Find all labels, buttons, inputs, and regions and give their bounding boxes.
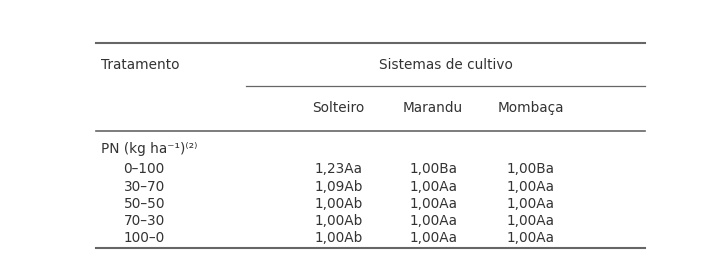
Text: 1,00Aa: 1,00Aa [507, 180, 555, 194]
Text: Marandu: Marandu [403, 101, 463, 115]
Text: 1,00Ab: 1,00Ab [314, 197, 362, 211]
Text: 0–100: 0–100 [124, 162, 165, 176]
Text: PN (kg ha⁻¹)⁽²⁾: PN (kg ha⁻¹)⁽²⁾ [101, 142, 197, 156]
Text: 1,00Ab: 1,00Ab [314, 231, 362, 245]
Text: 100–0: 100–0 [124, 231, 165, 245]
Text: 1,00Aa: 1,00Aa [409, 231, 457, 245]
Text: 1,00Aa: 1,00Aa [507, 197, 555, 211]
Text: 1,00Aa: 1,00Aa [409, 214, 457, 228]
Text: 30–70: 30–70 [124, 180, 165, 194]
Text: Mombaça: Mombaça [498, 101, 564, 115]
Text: 1,00Ba: 1,00Ba [409, 162, 457, 176]
Text: Tratamento: Tratamento [101, 58, 180, 72]
Text: 1,00Aa: 1,00Aa [409, 180, 457, 194]
Text: 1,09Ab: 1,09Ab [314, 180, 362, 194]
Text: 1,00Ba: 1,00Ba [507, 162, 555, 176]
Text: Solteiro: Solteiro [312, 101, 364, 115]
Text: Sistemas de cultivo: Sistemas de cultivo [379, 58, 513, 72]
Text: 1,00Ab: 1,00Ab [314, 214, 362, 228]
Text: 1,00Aa: 1,00Aa [409, 197, 457, 211]
Text: 1,00Aa: 1,00Aa [507, 214, 555, 228]
Text: 70–30: 70–30 [124, 214, 165, 228]
Text: 50–50: 50–50 [124, 197, 165, 211]
Text: 1,23Aa: 1,23Aa [315, 162, 362, 176]
Text: 1,00Aa: 1,00Aa [507, 231, 555, 245]
